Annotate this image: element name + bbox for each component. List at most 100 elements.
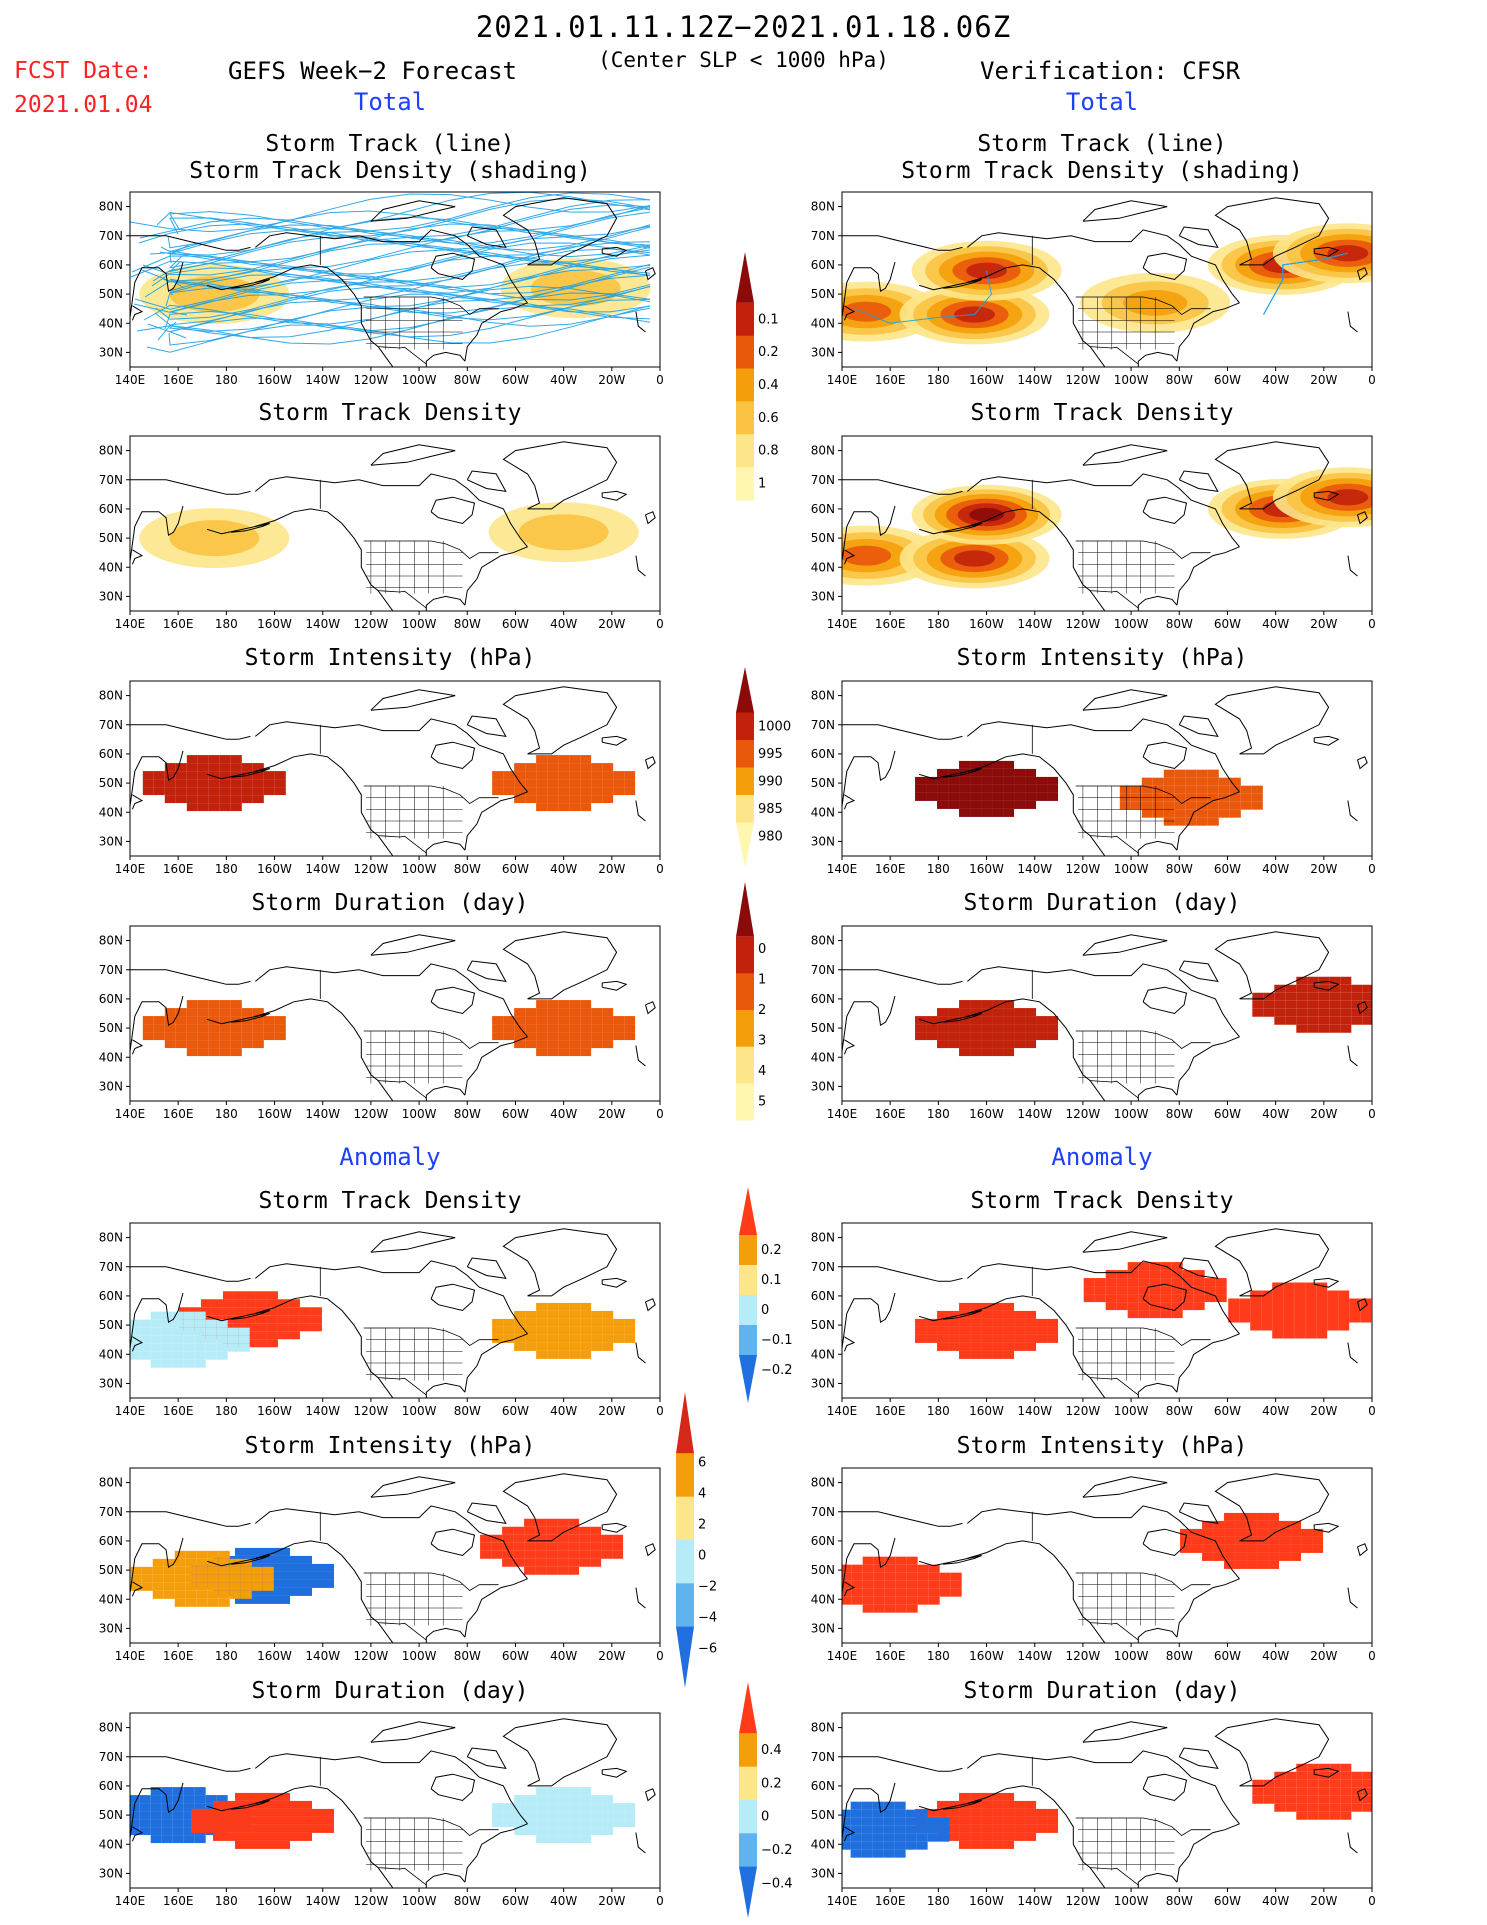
grid-cell-mark: [1014, 1334, 1026, 1343]
colorbar-tick-label: −0.2: [761, 1363, 793, 1378]
grid-cell-mark: [591, 1795, 603, 1804]
grid-cell-mark: [185, 1598, 197, 1607]
grid-cell-mark: [970, 1016, 982, 1025]
grid-cell-mark: [202, 1808, 213, 1817]
lat-tick-label: 60N: [99, 502, 123, 516]
grid-cell-mark: [1272, 1290, 1284, 1299]
grid-cell-mark: [1316, 1282, 1328, 1291]
grid-cell-mark: [194, 1311, 206, 1320]
lon-tick-label: 160E: [875, 617, 906, 631]
grid-cell-mark: [981, 1808, 993, 1817]
grid-cell-mark: [981, 792, 993, 801]
grid-cell-mark: [492, 1024, 504, 1033]
grid-cell-mark: [235, 1595, 246, 1604]
grid-cell-mark: [1305, 1306, 1317, 1315]
grid-cell-mark: [959, 792, 971, 801]
lon-tick-label: 160W: [257, 617, 292, 631]
grid-cell-mark: [525, 1008, 537, 1017]
grid-cell-mark: [1163, 809, 1175, 818]
grid-cell-mark: [992, 1816, 1004, 1825]
lat-tick-label: 60N: [811, 1779, 835, 1793]
right-anom-intensity-title: Storm Intensity (hPa): [956, 1433, 1248, 1459]
grid-cell-mark: [959, 1326, 971, 1335]
grid-cell-mark: [1014, 1024, 1026, 1033]
grid-cell-mark: [219, 787, 231, 796]
grid-cell-mark: [1152, 777, 1164, 786]
grid-cell-mark: [580, 1795, 592, 1804]
grid-cell-mark: [873, 1564, 885, 1573]
grid-cell-mark: [926, 1318, 938, 1327]
grid-cell-mark: [227, 1327, 239, 1336]
grid-cell-mark: [1228, 1298, 1240, 1307]
grid-cell-mark: [547, 1318, 559, 1327]
grid-cell-mark: [503, 1819, 515, 1828]
grid-cell-mark: [591, 1326, 603, 1335]
grid-cell-mark: [503, 787, 515, 796]
left-anom-intensity-title: Storm Intensity (hPa): [244, 1433, 536, 1459]
lon-tick-label: 180: [927, 1107, 950, 1121]
grid-cell-mark: [277, 1323, 289, 1332]
storm-track: [141, 242, 651, 282]
grid-cell-mark: [142, 779, 154, 788]
grid-cell-mark: [602, 1024, 614, 1033]
grid-cell-mark: [569, 1048, 581, 1057]
grid-cell-mark: [252, 1032, 264, 1041]
grid-cell-mark: [981, 1318, 993, 1327]
grid-cell-mark: [514, 795, 526, 804]
grid-cell-mark: [1329, 984, 1341, 993]
grid-cell-mark: [850, 1809, 862, 1818]
grid-cell-mark: [1180, 1528, 1192, 1537]
grid-cell-mark: [1191, 1544, 1203, 1553]
grid-cell-mark: [1318, 1779, 1330, 1788]
grid-cell-mark: [525, 1795, 537, 1804]
lon-tick-label: 80W: [454, 373, 481, 387]
grid-cell-mark: [948, 776, 960, 785]
grid-cell-mark: [926, 1326, 938, 1335]
grid-cell-mark: [937, 1808, 949, 1817]
grid-cell-mark: [1036, 1318, 1048, 1327]
storm-track: [143, 285, 651, 325]
grid-cell-mark: [1312, 1544, 1324, 1553]
grid-cell-mark: [230, 787, 242, 796]
grid-cell-mark: [992, 792, 1004, 801]
colorbar-tick-label: 0.1: [761, 1273, 782, 1288]
lat-tick-label: 30N: [811, 345, 835, 359]
grid-cell-mark: [981, 1016, 993, 1025]
lat-tick-label: 40N: [99, 316, 123, 330]
grid-cell-mark: [580, 1334, 592, 1343]
lon-tick-label: 160W: [969, 1404, 1004, 1418]
left-duration-title: Storm Duration (day): [251, 890, 529, 916]
grid-cell-mark: [1252, 1787, 1264, 1796]
grid-cell-mark: [1327, 1306, 1339, 1315]
grid-cell-mark: [241, 1032, 253, 1041]
grid-cell-mark: [1218, 801, 1230, 810]
grid-cell-mark: [172, 1343, 184, 1352]
grid-cell-mark: [139, 1795, 151, 1804]
grid-cell-mark: [1327, 1298, 1339, 1307]
coastline: [130, 1228, 656, 1398]
grid-cell-mark: [186, 795, 198, 804]
grid-cell-mark: [219, 803, 231, 812]
grid-cell-mark: [514, 1016, 526, 1025]
grid-cell-mark: [558, 1811, 570, 1820]
grid-cell-mark: [569, 1350, 581, 1359]
grid-cell-mark: [861, 1817, 873, 1826]
grid-cell-mark: [1025, 792, 1037, 801]
grid-cell-mark: [1305, 1298, 1317, 1307]
lon-tick-label: 160W: [969, 617, 1004, 631]
grid-cell-mark: [514, 1803, 526, 1812]
map-panel-r6: 140E 160E 180 160W 140W 120W 100W 80W 60W 40W 20W 0…: [811, 1467, 1376, 1663]
grid-cell-mark: [503, 1024, 515, 1033]
lat-tick-label: 70N: [99, 1505, 123, 1519]
grid-cell-mark: [252, 795, 264, 804]
grid-cell-mark: [602, 763, 614, 772]
grid-cell-mark: [981, 1840, 993, 1849]
lon-tick-label: 60W: [502, 1107, 529, 1121]
grid-cell-mark: [569, 771, 581, 780]
grid-cell-mark: [580, 771, 592, 780]
grid-cell-mark: [197, 771, 209, 780]
coastline: [130, 1473, 656, 1643]
political-borders: [319, 1266, 499, 1396]
grid-cell-mark: [624, 787, 636, 796]
grid-cell-mark: [219, 763, 231, 772]
